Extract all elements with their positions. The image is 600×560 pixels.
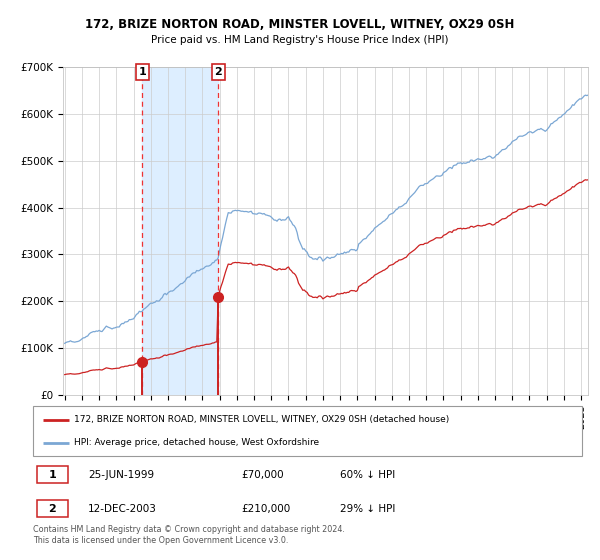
Text: Contains HM Land Registry data © Crown copyright and database right 2024.
This d: Contains HM Land Registry data © Crown c… — [33, 525, 345, 545]
Text: 1: 1 — [139, 67, 146, 77]
FancyBboxPatch shape — [37, 466, 68, 483]
Text: 172, BRIZE NORTON ROAD, MINSTER LOVELL, WITNEY, OX29 0SH: 172, BRIZE NORTON ROAD, MINSTER LOVELL, … — [85, 18, 515, 31]
FancyBboxPatch shape — [37, 500, 68, 517]
Bar — [142, 67, 218, 395]
FancyBboxPatch shape — [33, 406, 582, 456]
Text: HPI: Average price, detached house, West Oxfordshire: HPI: Average price, detached house, West… — [74, 438, 319, 447]
Text: £70,000: £70,000 — [242, 470, 284, 480]
Text: 1: 1 — [49, 470, 56, 480]
Text: 29% ↓ HPI: 29% ↓ HPI — [340, 503, 396, 514]
Text: 60% ↓ HPI: 60% ↓ HPI — [340, 470, 395, 480]
Text: 12-DEC-2003: 12-DEC-2003 — [88, 503, 157, 514]
Text: 2: 2 — [214, 67, 222, 77]
Text: Price paid vs. HM Land Registry's House Price Index (HPI): Price paid vs. HM Land Registry's House … — [151, 35, 449, 45]
Text: 25-JUN-1999: 25-JUN-1999 — [88, 470, 154, 480]
Text: £210,000: £210,000 — [242, 503, 291, 514]
Text: 2: 2 — [49, 503, 56, 514]
Text: 172, BRIZE NORTON ROAD, MINSTER LOVELL, WITNEY, OX29 0SH (detached house): 172, BRIZE NORTON ROAD, MINSTER LOVELL, … — [74, 415, 449, 424]
